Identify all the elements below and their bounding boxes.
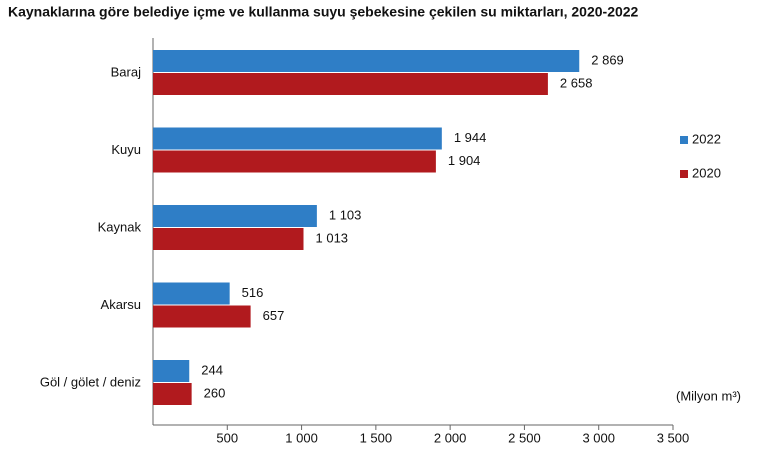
- value-label: 657: [263, 308, 285, 323]
- value-label: 1 944: [454, 130, 487, 145]
- value-label: 260: [204, 385, 226, 400]
- x-tick-label: 500: [216, 430, 238, 445]
- bar: [153, 127, 442, 150]
- chart-title: Kaynaklarına göre belediye içme ve kulla…: [8, 4, 639, 20]
- legend-label: 2020: [692, 165, 721, 180]
- bar: [153, 73, 548, 95]
- value-label: 2 658: [560, 75, 593, 90]
- bar: [153, 205, 317, 227]
- y-tick-label: Akarsu: [101, 297, 141, 312]
- bar: [153, 50, 580, 72]
- bar: [153, 360, 190, 382]
- bar: [153, 282, 230, 305]
- y-tick-label: Kaynak: [98, 219, 142, 234]
- y-tick-label: Kuyu: [111, 142, 141, 157]
- value-label: 516: [242, 285, 264, 300]
- bar: [153, 150, 436, 173]
- value-label: 244: [201, 362, 223, 377]
- legend-label: 2022: [692, 131, 721, 146]
- y-tick-label: Göl / gölet / deniz: [40, 374, 141, 389]
- x-tick-label: 2 000: [434, 430, 467, 445]
- legend-swatch: [680, 136, 688, 144]
- value-label: 1 103: [329, 207, 362, 222]
- unit-label: (Milyon m³): [676, 388, 741, 403]
- x-tick-label: 3 500: [657, 430, 690, 445]
- y-tick-label: Baraj: [111, 64, 141, 79]
- value-label: 2 869: [591, 52, 624, 67]
- bar: [153, 383, 192, 405]
- x-tick-label: 1 500: [360, 430, 393, 445]
- legend-swatch: [680, 170, 688, 178]
- value-label: 1 013: [316, 230, 349, 245]
- x-tick-label: 3 000: [582, 430, 615, 445]
- x-tick-label: 2 500: [508, 430, 541, 445]
- value-label: 1 904: [448, 153, 481, 168]
- x-tick-label: 1 000: [285, 430, 318, 445]
- bar: [153, 305, 251, 328]
- bar: [153, 228, 304, 250]
